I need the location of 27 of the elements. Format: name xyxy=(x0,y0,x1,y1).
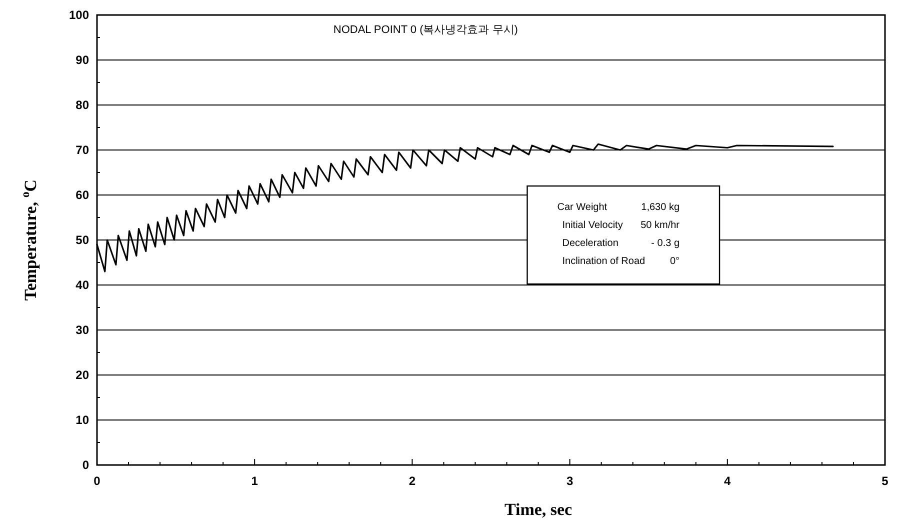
annotation: Initial Velocity xyxy=(562,220,623,231)
annotation: Inclination of Road xyxy=(562,256,646,267)
annotation: 50 km/hr xyxy=(640,220,680,231)
y-tick-label: 20 xyxy=(76,368,90,382)
y-tick-label: 30 xyxy=(76,323,90,337)
y-tick-label: 80 xyxy=(76,98,90,112)
annotation: - 0.3 g xyxy=(651,238,680,249)
x-tick-label: 5 xyxy=(882,474,889,488)
y-tick-label: 10 xyxy=(76,413,90,427)
y-tick-label: 70 xyxy=(76,143,90,157)
annotation: 0° xyxy=(670,256,680,267)
y-tick-label: 50 xyxy=(76,233,90,247)
annotation: 1,630 kg xyxy=(641,202,680,213)
annotation: Deceleration xyxy=(562,238,618,249)
x-tick-label: 3 xyxy=(566,474,574,488)
x-tick-label: 2 xyxy=(408,474,416,488)
y-tick-label: 40 xyxy=(76,278,90,292)
x-tick-label: 4 xyxy=(724,474,732,488)
y-tick-label: 90 xyxy=(76,53,90,67)
text: NODAL POINT 0 (복사냉각효과 무시) xyxy=(333,24,518,36)
x-tick-label: 1 xyxy=(251,474,258,488)
y-tick-label: 0 xyxy=(82,458,90,472)
x-axis-title: Time, sec xyxy=(504,500,573,519)
x-tick-label: 0 xyxy=(94,474,101,488)
y-tick-label: 60 xyxy=(76,188,90,202)
annotation: Car Weight xyxy=(557,202,608,213)
y-tick-label: 100 xyxy=(68,8,90,22)
